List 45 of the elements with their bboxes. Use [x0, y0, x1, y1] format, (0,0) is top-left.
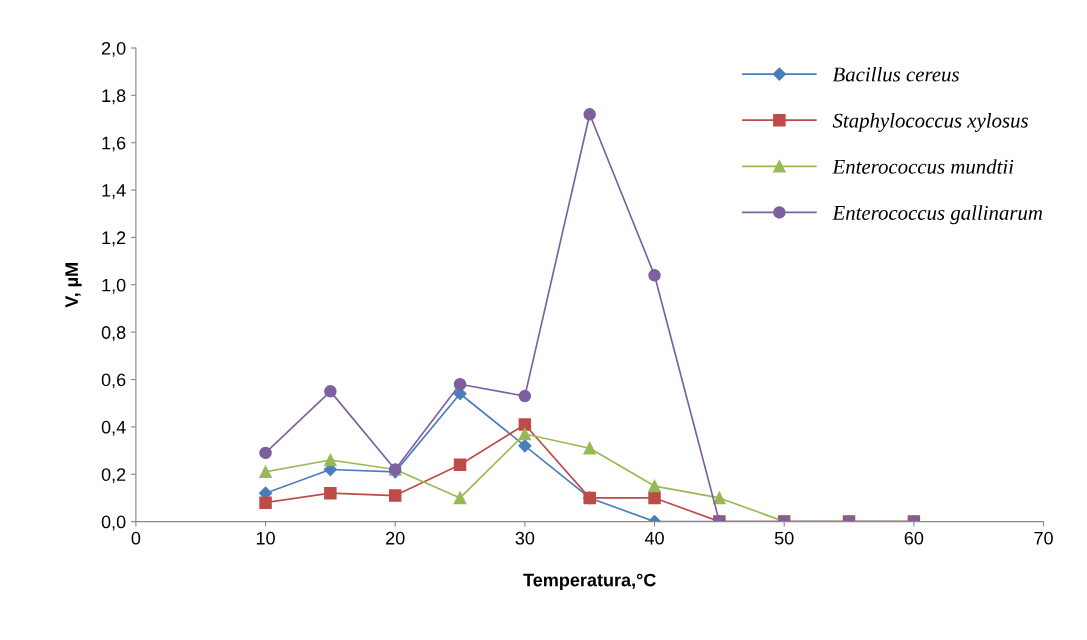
y-tick-label: 1,2: [102, 231, 126, 247]
y-tick-label: 2,0: [101, 41, 126, 57]
point: [453, 378, 467, 391]
y-tick-label: 0,4: [101, 420, 126, 436]
y-tick-label: 0,0: [101, 515, 126, 531]
point: [453, 458, 467, 472]
x-tick-label: 60: [904, 531, 924, 545]
point: [648, 491, 661, 505]
y-tick-label: 0,6: [101, 373, 126, 389]
x-tick-label: 30: [515, 531, 535, 545]
point: [648, 479, 661, 493]
point: [324, 453, 337, 467]
x-tick-label: 20: [386, 531, 405, 545]
point: [518, 439, 532, 453]
y-tick-label: 1,0: [102, 278, 126, 294]
point: [648, 269, 661, 282]
point: [259, 446, 272, 460]
point: [583, 108, 596, 121]
x-tick-label: 70: [1034, 531, 1053, 545]
point: [583, 441, 596, 455]
point: [324, 385, 337, 398]
point: [453, 491, 467, 505]
y-tick-label: 1,8: [102, 89, 126, 105]
point: [259, 496, 272, 509]
y-tick-label: 1,6: [102, 136, 126, 152]
x-axis-title: Temperatura,°C: [523, 573, 656, 590]
point: [518, 427, 532, 441]
point: [324, 486, 337, 500]
x-tick-label: 50: [774, 531, 794, 545]
point: [259, 465, 272, 479]
y-axis-title: V, µM: [65, 263, 82, 308]
point: [388, 489, 402, 502]
point: [518, 389, 532, 403]
legend-label: Enterococcus mundtii: [832, 159, 1014, 174]
legend-label: Enterococcus gallinarum: [832, 205, 1043, 225]
y-tick-label: 0,8: [101, 326, 126, 342]
y-tick-label: 0,2: [101, 468, 126, 484]
legend-label: Bacillus cereus: [832, 66, 959, 82]
point: [713, 491, 726, 505]
x-tick-label: 0: [131, 531, 141, 545]
x-tick-label: 40: [644, 531, 664, 545]
point: [518, 418, 532, 431]
legend-label: Staphylococcus xylosus: [832, 112, 1028, 132]
x-tick-label: 10: [256, 531, 275, 545]
y-tick-label: 1,4: [102, 184, 126, 199]
